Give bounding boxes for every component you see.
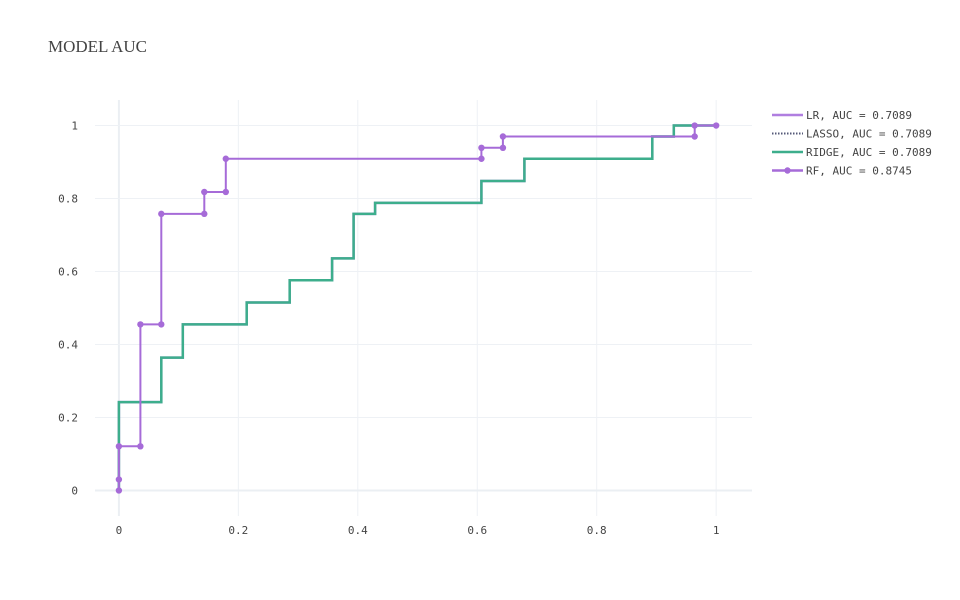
series-line-3 [117, 124, 717, 491]
legend-marker [784, 167, 791, 174]
series-line-2 [118, 124, 717, 491]
series-marker [137, 321, 144, 328]
legend[interactable]: LR, AUC = 0.7089 LASSO, AUC = 0.7089 RIDGE… [772, 109, 932, 178]
series-marker [115, 443, 123, 450]
y-tick-label: 0.6 [58, 266, 78, 279]
x-tick-label: 1 [713, 524, 720, 537]
legend-item-1[interactable]: LR, AUC = 0.7089 [772, 109, 912, 122]
y-tick-label: 1 [71, 120, 78, 133]
series-marker [691, 133, 698, 140]
series-marker [478, 144, 485, 152]
series-marker [499, 133, 507, 140]
x-tick-label: 0.8 [587, 524, 607, 537]
legend-label: LASSO, AUC = 0.7089 [806, 128, 932, 141]
y-tick-label: 0.8 [58, 193, 78, 206]
chart-title: MODEL AUC [48, 37, 147, 56]
series-marker [158, 321, 165, 328]
series-marker [222, 188, 230, 196]
y-tick-label: 0.2 [58, 411, 78, 424]
series-marker [222, 155, 230, 162]
grid [95, 100, 752, 516]
series-line-4 [117, 124, 717, 491]
series-marker [201, 188, 208, 196]
series-marker [115, 487, 123, 494]
legend-item-2[interactable]: LASSO, AUC = 0.7089 [772, 128, 932, 141]
series-marker [691, 122, 698, 129]
y-tick-label: 0 [71, 484, 78, 497]
series-marker [201, 210, 208, 218]
plot-area [115, 122, 720, 494]
y-tick-label: 0.4 [58, 338, 78, 351]
x-tick-label: 0.2 [228, 524, 248, 537]
series-line-1 [117, 124, 717, 491]
x-tick-label: 0 [116, 524, 123, 537]
axis-ticks: 0 0.2 0.4 0.6 0.8 1 0 0.2 0.4 0.6 0.8 1 [58, 120, 719, 537]
x-tick-label: 0.6 [467, 524, 487, 537]
legend-label: LR, AUC = 0.7089 [806, 109, 912, 122]
legend-label: RF, AUC = 0.8745 [806, 165, 912, 178]
x-tick-label: 0.4 [348, 524, 368, 537]
legend-item-4[interactable]: RF, AUC = 0.8745 [772, 165, 912, 178]
series-marker [712, 122, 720, 129]
series-marker [478, 155, 485, 162]
legend-label: RIDGE, AUC = 0.7089 [806, 146, 932, 159]
legend-item-3[interactable]: RIDGE, AUC = 0.7089 [772, 146, 932, 159]
series-marker [115, 476, 123, 483]
series-marker [137, 443, 144, 450]
series-marker [158, 210, 165, 218]
series-marker [499, 144, 507, 152]
